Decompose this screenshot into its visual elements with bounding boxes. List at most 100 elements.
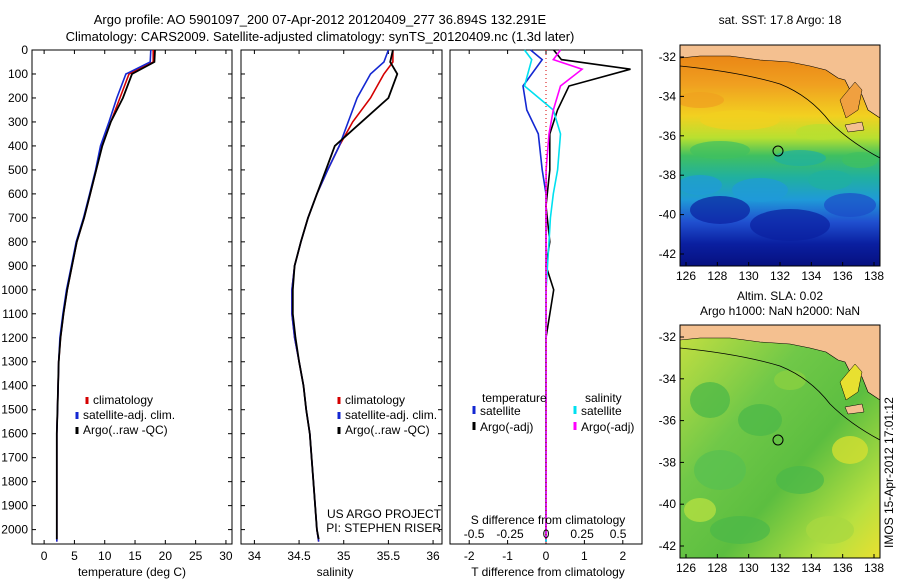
lat-tick-label: -42	[659, 247, 677, 261]
lon-tick-label: 134	[801, 269, 821, 283]
depth-tick-label: 400	[8, 139, 28, 153]
coastline-land	[680, 325, 880, 401]
sst-texture	[680, 175, 722, 195]
lon-tick-label: 136	[833, 561, 853, 575]
depth-tick-label: 1100	[2, 307, 28, 321]
sla-texture	[694, 450, 746, 490]
sla-texture	[776, 466, 824, 494]
legend-label-argo: Argo(..raw -QC)	[83, 423, 168, 437]
lon-tick-label: 130	[739, 561, 759, 575]
lon-tick-label: 138	[864, 561, 884, 575]
legend-label-clim: climatology	[93, 393, 153, 407]
depth-tick-label: 900	[8, 259, 28, 273]
salinity-axes-frame	[240, 49, 443, 545]
sst-texture	[690, 196, 750, 224]
series-line-temperature-argo-adj-	[545, 49, 631, 540]
series-line-climatology	[55, 50, 154, 542]
sst-texture	[808, 170, 852, 190]
lon-tick-label: 128	[707, 561, 727, 575]
sst-texture	[842, 152, 878, 168]
depth-tick-label: 2000	[1, 523, 28, 537]
legend-label-s-argo: Argo(-adj)	[581, 420, 634, 434]
sst-texture	[690, 141, 750, 159]
x-tick-label: 5	[71, 549, 78, 563]
x-tick-label: 1	[581, 549, 588, 563]
lon-tick-label: 126	[676, 269, 696, 283]
sla-texture	[710, 516, 770, 544]
project-note: US ARGO PROJECT	[327, 507, 442, 521]
lon-tick-label: 136	[833, 269, 853, 283]
depth-tick-label: 800	[8, 235, 28, 249]
island	[844, 403, 865, 415]
x-tick-label: 0	[41, 549, 48, 563]
sla-texture	[806, 516, 854, 544]
series-line-climatology	[291, 50, 394, 542]
sst-texture	[824, 193, 876, 217]
depth-tick-label: 100	[8, 67, 28, 81]
isobath-line	[680, 65, 880, 159]
legend-label-s-sat: satellite	[581, 404, 622, 418]
sla-texture	[690, 382, 730, 418]
coastline-land	[680, 45, 880, 119]
lon-tick-label: 126	[676, 561, 696, 575]
lon-tick-label: 132	[770, 269, 790, 283]
sla-map-title1: Altim. SLA: 0.02	[737, 289, 823, 303]
island	[844, 121, 865, 133]
x-tick-label: 25	[189, 549, 203, 563]
lat-tick-label: -34	[659, 89, 677, 103]
sla-texture	[684, 498, 716, 522]
legend-label-t-argo: Argo(-adj)	[480, 420, 533, 434]
lat-tick-label: -38	[659, 455, 677, 469]
x-tick-label: 34	[248, 549, 262, 563]
legend-label-clim: climatology	[345, 393, 405, 407]
depth-tick-label: 300	[8, 115, 28, 129]
legend-title-temperature: temperature	[482, 391, 547, 405]
legend-label-argo: Argo(..raw -QC)	[345, 423, 430, 437]
x-tick-label: 35	[337, 549, 351, 563]
argo-position-marker	[772, 145, 784, 157]
x-tick-label: 0	[543, 549, 550, 563]
lat-tick-label: -40	[659, 208, 677, 222]
legend-label-sat: satellite-adj. clim.	[345, 408, 437, 422]
lon-tick-label: 134	[801, 561, 821, 575]
x-tick-label: 34.5	[287, 549, 311, 563]
sst-map: sat. SST: 17.8 Argo: 18 -32 -34 -36 -38 -40 -…	[659, 13, 885, 283]
series-line-temperature-satellite	[522, 49, 547, 542]
lat-tick-label: -34	[659, 372, 677, 386]
salinity-legend: climatology satellite-adj. clim. Argo(..…	[337, 393, 437, 437]
sst-texture	[700, 110, 780, 130]
depth-tick-label: 1800	[1, 475, 28, 489]
x-tick-label: 36	[426, 549, 440, 563]
s-difference-label: S difference from climatology	[471, 513, 626, 527]
lat-tick-label: -38	[659, 168, 677, 182]
series-line-satellite-adj-clim-	[55, 49, 152, 542]
argo-position-marker	[772, 434, 784, 446]
series-line-salinity-argo-adj-	[545, 49, 584, 540]
pi-note: PI: STEPHEN RISER	[326, 521, 441, 535]
imos-timestamp: IMOS 15-Apr-2012 17:01:12	[882, 397, 896, 548]
sla-texture	[738, 404, 782, 436]
x-tick-label: 30	[219, 549, 233, 563]
depth-tick-label: 600	[8, 187, 28, 201]
lon-tick-label: 138	[864, 269, 884, 283]
salinity-xlabel: salinity	[317, 565, 354, 579]
depth-tick-label: 1500	[1, 403, 28, 417]
gulf-water	[839, 363, 863, 401]
depth-tick-label: 1900	[1, 499, 28, 513]
x-tick-label: -2	[464, 549, 475, 563]
lat-tick-label: -40	[659, 497, 677, 511]
x-tick-label: 15	[128, 549, 142, 563]
sla-map: Altim. SLA: 0.02 Argo h1000: NaN h2000: …	[659, 289, 885, 575]
lat-tick-label: -32	[659, 330, 677, 344]
s-tick-label: 0.25	[570, 527, 594, 541]
depth-tick-label: 1200	[1, 331, 28, 345]
sst-texture	[732, 178, 788, 202]
sst-texture	[796, 124, 844, 140]
depth-tick-label: 1300	[1, 355, 28, 369]
temperature-panel: 0100200300400500600700800900100011001200…	[1, 43, 233, 579]
legend-label-t-sat: satellite	[480, 404, 521, 418]
difference-legend: temperature salinity satellite Argo(-adj…	[472, 391, 634, 434]
x-tick-label: 10	[98, 549, 112, 563]
lon-tick-label: 130	[739, 269, 759, 283]
